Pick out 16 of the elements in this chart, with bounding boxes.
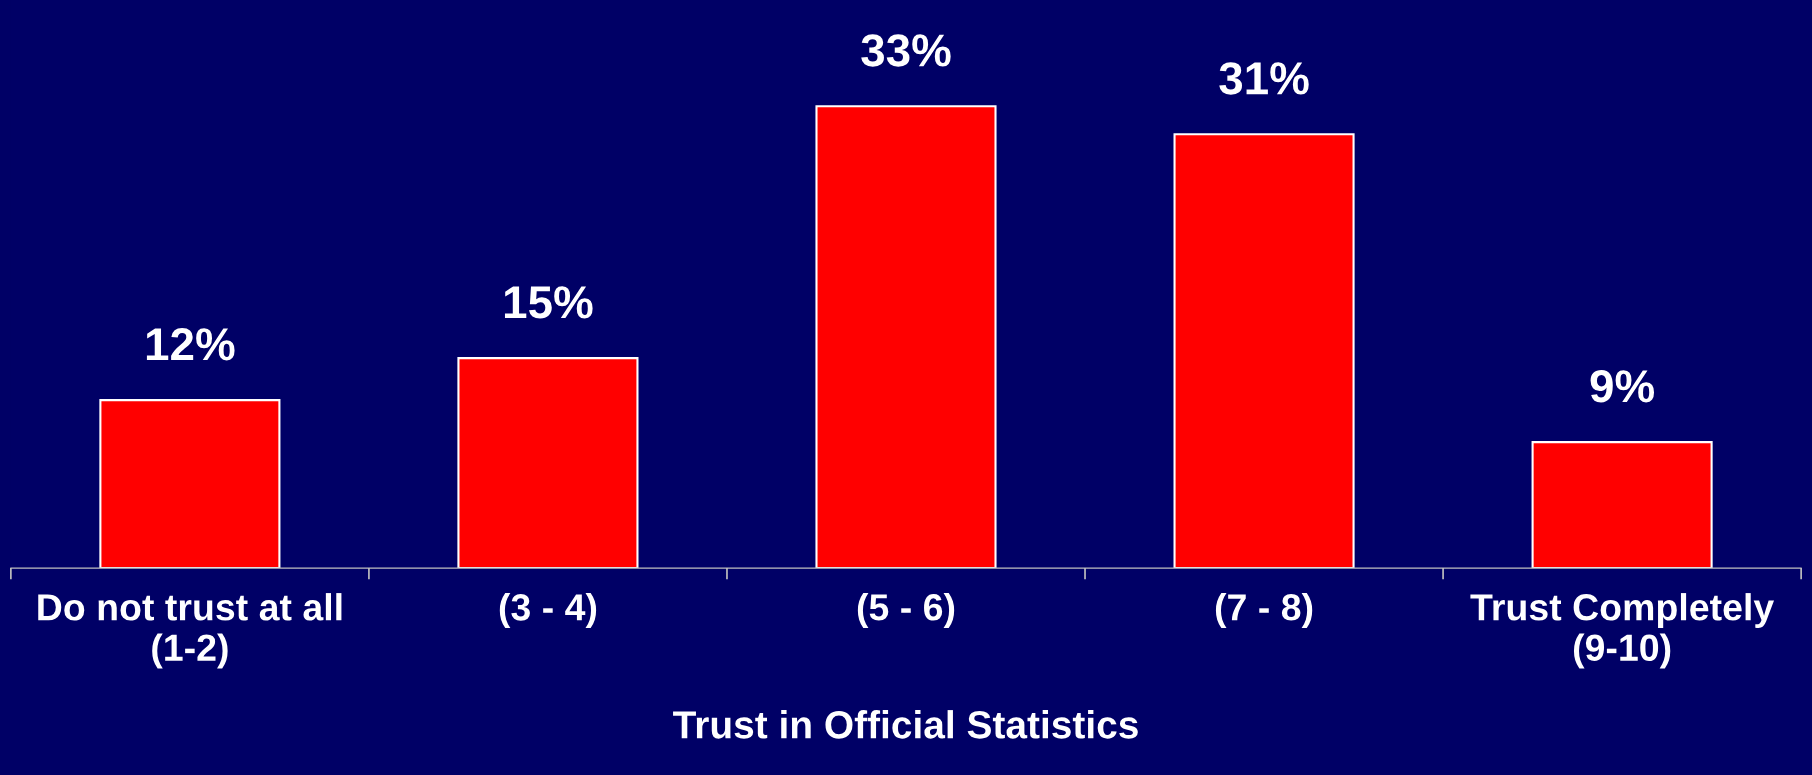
x-tick-label: Trust Completely (9-10) <box>1470 593 1775 669</box>
data-label: 33% <box>861 34 951 67</box>
bar <box>99 399 281 569</box>
x-axis-title: Trust in Official Statistics <box>673 710 1138 739</box>
bar <box>1173 133 1355 569</box>
bar <box>457 357 639 569</box>
bar <box>815 105 997 569</box>
x-tick-label: (7 - 8) <box>1215 593 1313 629</box>
bar <box>1531 441 1713 569</box>
data-label: 12% <box>146 328 235 361</box>
x-tick-label: (5 - 6) <box>857 593 955 629</box>
data-label: 31% <box>1219 62 1309 95</box>
data-label: 9% <box>1590 370 1655 403</box>
x-tick-label: Do not trust at all (1-2) <box>38 593 342 669</box>
x-tick-label: (3 - 4) <box>499 593 597 629</box>
data-label: 15% <box>504 286 593 319</box>
